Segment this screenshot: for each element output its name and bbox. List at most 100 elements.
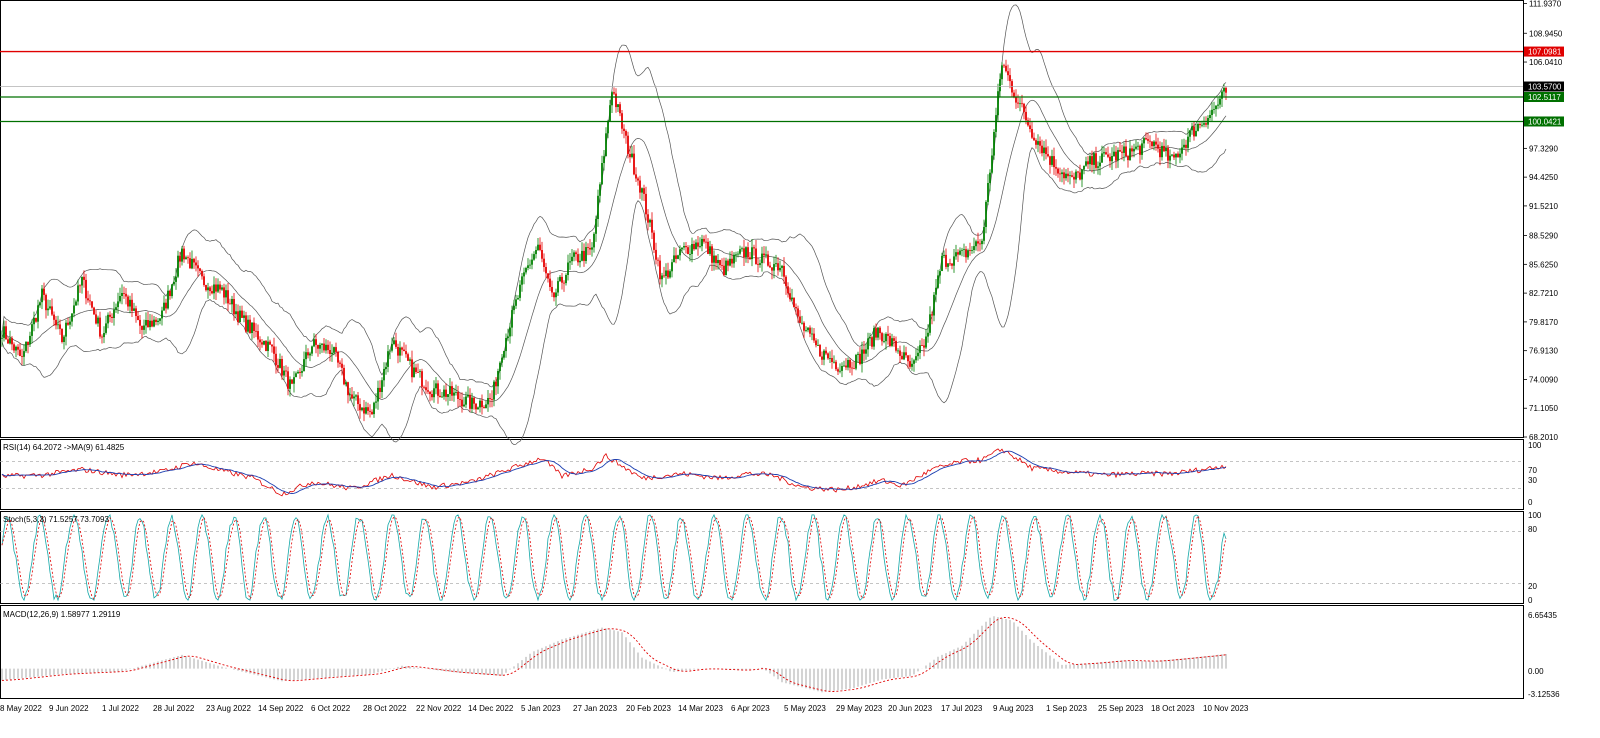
candle bbox=[607, 119, 609, 139]
candle bbox=[95, 309, 97, 325]
candle bbox=[67, 317, 69, 326]
candle bbox=[141, 325, 143, 339]
candle bbox=[319, 342, 321, 355]
candle bbox=[1009, 68, 1011, 89]
candle bbox=[855, 353, 857, 371]
candle-body bbox=[711, 246, 713, 263]
candle bbox=[565, 273, 567, 286]
candle bbox=[471, 392, 473, 413]
candle-body bbox=[227, 290, 229, 304]
candle-body bbox=[213, 284, 215, 294]
candle bbox=[591, 242, 593, 257]
candle bbox=[465, 391, 467, 409]
candle-body bbox=[1129, 148, 1131, 161]
candle bbox=[113, 301, 115, 326]
candle-body bbox=[559, 276, 561, 282]
candle bbox=[1143, 137, 1145, 149]
candle bbox=[131, 293, 133, 317]
candle bbox=[251, 322, 253, 340]
candle-body bbox=[729, 258, 731, 266]
candle bbox=[435, 377, 437, 395]
candle-body bbox=[669, 271, 671, 278]
candle bbox=[1073, 172, 1075, 188]
candle-body bbox=[505, 338, 507, 352]
candle bbox=[1223, 83, 1225, 97]
candle bbox=[985, 200, 987, 234]
candle bbox=[1051, 149, 1053, 167]
candle-body bbox=[87, 298, 89, 301]
x-tick-label: 29 May 2023 bbox=[836, 704, 883, 713]
candle-body bbox=[1213, 109, 1215, 110]
candle bbox=[477, 406, 479, 410]
candle-body bbox=[183, 248, 185, 260]
candle-body bbox=[1071, 175, 1073, 177]
candle bbox=[843, 360, 845, 367]
bollinger-lower bbox=[1, 147, 1227, 445]
macd-panel-frame bbox=[0, 605, 1524, 699]
candle bbox=[907, 355, 909, 369]
candle bbox=[291, 379, 293, 385]
candle-body bbox=[901, 355, 903, 360]
candle bbox=[1007, 64, 1009, 81]
candle-body bbox=[1201, 124, 1203, 126]
candle bbox=[969, 242, 971, 256]
candle-body bbox=[923, 345, 925, 348]
candle bbox=[143, 319, 145, 335]
candle-body bbox=[905, 352, 907, 356]
candle bbox=[335, 342, 337, 357]
candle bbox=[933, 292, 935, 322]
candle-body bbox=[869, 337, 871, 339]
candle bbox=[639, 175, 641, 199]
candle-body bbox=[361, 407, 363, 411]
candle bbox=[1127, 154, 1129, 168]
candle bbox=[525, 266, 527, 275]
candle bbox=[1213, 101, 1215, 114]
candle-body bbox=[1075, 171, 1077, 180]
candle-body bbox=[263, 340, 265, 345]
candle-body bbox=[971, 250, 973, 251]
candle-body bbox=[509, 327, 511, 337]
candle bbox=[373, 401, 375, 418]
candle bbox=[1165, 139, 1167, 157]
candle bbox=[235, 303, 237, 318]
candle-body bbox=[27, 341, 29, 345]
candle-body bbox=[725, 260, 727, 276]
candle bbox=[903, 345, 905, 361]
candle bbox=[229, 298, 231, 305]
candle bbox=[273, 337, 275, 362]
candle bbox=[485, 400, 487, 409]
candle bbox=[895, 336, 897, 353]
candle bbox=[995, 107, 997, 138]
candle-body bbox=[271, 344, 273, 347]
candle bbox=[1063, 167, 1065, 185]
candle-body bbox=[887, 333, 889, 336]
candle bbox=[407, 352, 409, 361]
candle-body bbox=[987, 183, 989, 202]
candle bbox=[195, 256, 197, 272]
candle-body bbox=[991, 155, 993, 173]
candle-body bbox=[423, 386, 425, 388]
candle bbox=[1067, 167, 1069, 183]
candle bbox=[1091, 150, 1093, 173]
candle bbox=[199, 267, 201, 274]
candle bbox=[905, 346, 907, 358]
candle bbox=[1047, 146, 1049, 158]
candle-body bbox=[91, 301, 93, 308]
candle bbox=[107, 312, 109, 329]
candle-body bbox=[1161, 145, 1163, 158]
candle bbox=[785, 275, 787, 295]
candle-body bbox=[771, 267, 773, 271]
candle bbox=[1189, 130, 1191, 143]
candle bbox=[175, 268, 177, 290]
candle bbox=[1161, 142, 1163, 161]
candle-body bbox=[787, 286, 789, 294]
candle-body bbox=[1037, 141, 1039, 145]
candle bbox=[1181, 139, 1183, 161]
rsi-tick-30: 30 bbox=[1528, 476, 1537, 485]
candle-body bbox=[23, 351, 25, 357]
candle-body bbox=[731, 258, 733, 264]
candle bbox=[161, 306, 163, 326]
candle bbox=[721, 258, 723, 270]
candle bbox=[519, 280, 521, 302]
candle bbox=[207, 282, 209, 299]
